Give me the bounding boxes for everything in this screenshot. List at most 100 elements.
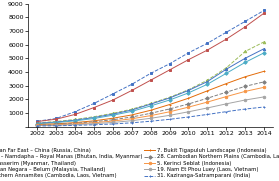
31. Kaziranga-Satramparani (India) [262,106,266,108]
5. Kerinci Seblat (Indonesia) [73,123,77,125]
7. Bukit Tigapuluh Landscape (Indonesia) [149,109,152,111]
BT. NPC – Namdapha – Royal Manas (Bhutan, India, Myanmar) [73,113,77,115]
7. Bukit Tigapuluh Landscape (Indonesia) [92,120,96,122]
18. Tenasserim (Myanmar, Thailand) [262,41,266,43]
19. Nam Et Phou Luey (Laos, Vietnam) [149,117,152,119]
2. Russian Far East – China (Russia, China) [206,42,209,44]
28. Cambodian Northern Plains (Cambodia, Laos, Vietnam) [168,108,171,110]
26. Taman Negara – Belum (Malaysia, Thailand) [168,97,171,99]
18. Tenasserim (Myanmar, Thailand) [111,112,115,114]
2. Russian Far East – China (Russia, China) [187,52,190,54]
7. Bukit Tigapuluh Landscape (Indonesia) [130,114,133,116]
26. Taman Negara – Belum (Malaysia, Thailand) [149,103,152,105]
5. Kerinci Seblat (Indonesia) [168,111,171,113]
BT. NPC – Namdapha – Royal Manas (Bhutan, India, Myanmar) [206,49,209,51]
19. Nam Et Phou Luey (Laos, Vietnam) [36,125,39,127]
7. Bukit Tigapuluh Landscape (Indonesia) [55,123,58,125]
26. Taman Negara – Belum (Malaysia, Thailand) [36,122,39,124]
7. Bukit Tigapuluh Landscape (Indonesia) [243,76,247,78]
26. Taman Negara – Belum (Malaysia, Thailand) [187,89,190,92]
18. Tenasserim (Myanmar, Thailand) [225,67,228,69]
19. Nam Et Phou Luey (Laos, Vietnam) [206,107,209,109]
7. Bukit Tigapuluh Landscape (Indonesia) [225,83,228,85]
BT. NPC – Namdapha – Royal Manas (Bhutan, India, Myanmar) [130,89,133,92]
2. Russian Far East – China (Russia, China) [73,111,77,113]
28. Cambodian Northern Plains (Cambodia, Laos, Vietnam) [55,123,58,125]
28. Cambodian Northern Plains (Cambodia, Laos, Vietnam) [111,119,115,121]
19. Nam Et Phou Luey (Laos, Vietnam) [243,99,247,101]
5. Kerinci Seblat (Indonesia) [130,118,133,120]
18. Tenasserim (Myanmar, Thailand) [73,118,77,121]
5. Kerinci Seblat (Indonesia) [187,106,190,108]
31. Kaziranga-Satramparani (India) [55,125,58,127]
BT. NPC – Namdapha – Royal Manas (Bhutan, India, Myanmar) [36,120,39,123]
18. Tenasserim (Myanmar, Thailand) [243,50,247,52]
19. Nam Et Phou Luey (Laos, Vietnam) [187,111,190,113]
BT. NPC – Namdapha – Royal Manas (Bhutan, India, Myanmar) [225,38,228,40]
26. Taman Negara – Belum (Malaysia, Thailand) [130,109,133,111]
7. Bukit Tigapuluh Landscape (Indonesia) [73,121,77,124]
26. Taman Negara – Belum (Malaysia, Thailand) [262,48,266,50]
7. Bukit Tigapuluh Landscape (Indonesia) [262,70,266,72]
31. Kaziranga-Satramparani (India) [73,124,77,127]
31. Kaziranga-Satramparani (India) [187,116,190,118]
27. Southern Annamites (Cambodia, Laos, Vietnam) [225,72,228,74]
31. Kaziranga-Satramparani (India) [111,123,115,125]
26. Taman Negara – Belum (Malaysia, Thailand) [55,121,58,123]
7. Bukit Tigapuluh Landscape (Indonesia) [187,97,190,99]
BT. NPC – Namdapha – Royal Manas (Bhutan, India, Myanmar) [243,26,247,28]
18. Tenasserim (Myanmar, Thailand) [149,102,152,105]
BT. NPC – Namdapha – Royal Manas (Bhutan, India, Myanmar) [262,12,266,14]
BT. NPC – Namdapha – Royal Manas (Bhutan, India, Myanmar) [149,79,152,81]
2. Russian Far East – China (Russia, China) [225,31,228,33]
5. Kerinci Seblat (Indonesia) [206,101,209,103]
BT. NPC – Namdapha – Royal Manas (Bhutan, India, Myanmar) [168,69,171,71]
19. Nam Et Phou Luey (Laos, Vietnam) [111,121,115,124]
27. Southern Annamites (Cambodia, Laos, Vietnam) [130,110,133,112]
Line: 7. Bukit Tigapuluh Landscape (Indonesia): 7. Bukit Tigapuluh Landscape (Indonesia) [36,70,265,126]
28. Cambodian Northern Plains (Cambodia, Laos, Vietnam) [262,81,266,83]
19. Nam Et Phou Luey (Laos, Vietnam) [168,114,171,116]
Line: 18. Tenasserim (Myanmar, Thailand): 18. Tenasserim (Myanmar, Thailand) [36,41,265,124]
Line: 31. Kaziranga-Satramparani (India): 31. Kaziranga-Satramparani (India) [36,106,265,127]
27. Southern Annamites (Cambodia, Laos, Vietnam) [149,105,152,107]
2. Russian Far East – China (Russia, China) [168,63,171,65]
2. Russian Far East – China (Russia, China) [92,102,96,105]
5. Kerinci Seblat (Indonesia) [262,86,266,88]
28. Cambodian Northern Plains (Cambodia, Laos, Vietnam) [243,85,247,87]
5. Kerinci Seblat (Indonesia) [36,124,39,126]
18. Tenasserim (Myanmar, Thailand) [55,120,58,123]
27. Southern Annamites (Cambodia, Laos, Vietnam) [73,120,77,122]
5. Kerinci Seblat (Indonesia) [111,120,115,122]
26. Taman Negara – Belum (Malaysia, Thailand) [73,119,77,121]
19. Nam Et Phou Luey (Laos, Vietnam) [262,96,266,98]
2. Russian Far East – China (Russia, China) [243,20,247,22]
BT. NPC – Namdapha – Royal Manas (Bhutan, India, Myanmar) [187,59,190,61]
28. Cambodian Northern Plains (Cambodia, Laos, Vietnam) [149,112,152,114]
31. Kaziranga-Satramparani (India) [130,122,133,124]
18. Tenasserim (Myanmar, Thailand) [92,116,96,118]
28. Cambodian Northern Plains (Cambodia, Laos, Vietnam) [206,97,209,99]
18. Tenasserim (Myanmar, Thailand) [36,122,39,124]
5. Kerinci Seblat (Indonesia) [92,122,96,124]
Line: 5. Kerinci Seblat (Indonesia): 5. Kerinci Seblat (Indonesia) [36,86,265,127]
7. Bukit Tigapuluh Landscape (Indonesia) [36,123,39,126]
28. Cambodian Northern Plains (Cambodia, Laos, Vietnam) [225,91,228,93]
19. Nam Et Phou Luey (Laos, Vietnam) [55,124,58,126]
26. Taman Negara – Belum (Malaysia, Thailand) [206,81,209,83]
26. Taman Negara – Belum (Malaysia, Thailand) [243,57,247,59]
28. Cambodian Northern Plains (Cambodia, Laos, Vietnam) [187,103,190,105]
27. Southern Annamites (Cambodia, Laos, Vietnam) [55,121,58,124]
2. Russian Far East – China (Russia, China) [36,120,39,122]
31. Kaziranga-Satramparani (India) [92,124,96,126]
7. Bukit Tigapuluh Landscape (Indonesia) [168,104,171,106]
5. Kerinci Seblat (Indonesia) [55,124,58,126]
27. Southern Annamites (Cambodia, Laos, Vietnam) [206,83,209,85]
27. Southern Annamites (Cambodia, Laos, Vietnam) [111,114,115,116]
2. Russian Far East – China (Russia, China) [130,83,133,85]
BT. NPC – Namdapha – Royal Manas (Bhutan, India, Myanmar) [55,118,58,120]
28. Cambodian Northern Plains (Cambodia, Laos, Vietnam) [36,124,39,126]
27. Southern Annamites (Cambodia, Laos, Vietnam) [262,52,266,54]
Line: 19. Nam Et Phou Luey (Laos, Vietnam): 19. Nam Et Phou Luey (Laos, Vietnam) [36,96,265,127]
2. Russian Far East – China (Russia, China) [149,72,152,74]
